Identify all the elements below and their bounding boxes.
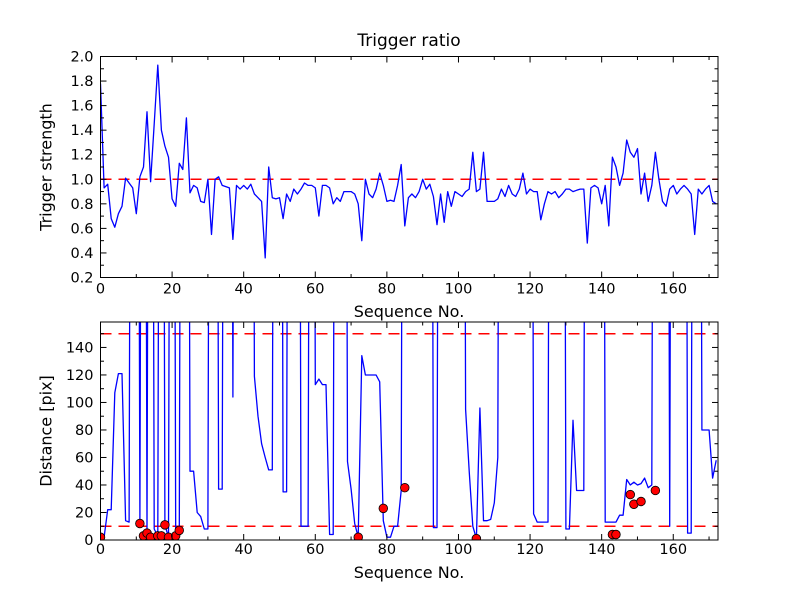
x-tick-label: 0 bbox=[96, 282, 105, 298]
scatter-marker bbox=[353, 532, 363, 540]
data-line bbox=[100, 64, 717, 259]
x-tick-label: 120 bbox=[516, 542, 544, 558]
y-tick-label: 0 bbox=[84, 533, 93, 549]
x-tick-label: 100 bbox=[445, 282, 473, 298]
x-tick-label: 80 bbox=[378, 282, 396, 298]
y-tick-label: 1.0 bbox=[70, 172, 93, 188]
x-tick-label: 160 bbox=[659, 282, 687, 298]
scatter-marker bbox=[135, 518, 145, 529]
y-tick-label: 0.4 bbox=[70, 246, 93, 262]
x-tick-label: 140 bbox=[588, 282, 616, 298]
chart-title: Trigger ratio bbox=[357, 31, 461, 51]
x-tick-label: 20 bbox=[163, 282, 181, 298]
scatter-marker bbox=[174, 525, 184, 536]
y-tick-label: 80 bbox=[75, 423, 93, 439]
y-tick-label: 1.8 bbox=[70, 74, 93, 90]
scatter-marker bbox=[400, 483, 410, 493]
x-tick-label: 160 bbox=[659, 542, 687, 558]
x-tick-label: 40 bbox=[234, 542, 252, 558]
data-line bbox=[100, 322, 717, 540]
scatter-marker bbox=[160, 520, 170, 530]
x-tick-label: 40 bbox=[234, 282, 252, 298]
top-x-axis-label: Sequence No. bbox=[353, 302, 465, 321]
bottom-x-axis-label: Sequence No. bbox=[353, 563, 465, 582]
y-tick-label: 20 bbox=[75, 505, 93, 521]
y-tick-label: 1.4 bbox=[70, 123, 93, 139]
y-tick-label: 60 bbox=[75, 450, 93, 466]
scatter-marker bbox=[636, 496, 646, 507]
scatter-marker bbox=[378, 503, 388, 514]
y-tick-label: 1.6 bbox=[70, 99, 93, 115]
y-tick-label: 0.8 bbox=[70, 197, 93, 213]
axes-frame bbox=[100, 321, 719, 541]
x-tick-label: 60 bbox=[306, 542, 324, 558]
y-tick-label: 2.0 bbox=[70, 50, 93, 66]
x-tick-label: 140 bbox=[588, 542, 616, 558]
x-tick-label: 120 bbox=[516, 282, 544, 298]
y-tick-label: 1.2 bbox=[70, 148, 93, 164]
x-tick-label: 80 bbox=[378, 542, 396, 558]
y-tick-label: 140 bbox=[66, 340, 94, 356]
y-tick-label: 0.2 bbox=[70, 271, 93, 287]
y-tick-label: 120 bbox=[66, 368, 94, 384]
scatter-marker bbox=[471, 533, 482, 540]
y-tick-label: 0.6 bbox=[70, 221, 93, 237]
x-tick-label: 0 bbox=[96, 542, 105, 558]
bottom-y-axis-label: Distance [pix] bbox=[36, 375, 56, 487]
y-tick-label: 100 bbox=[66, 395, 94, 411]
scatter-marker bbox=[625, 489, 635, 500]
scatter-marker bbox=[650, 485, 661, 496]
x-tick-label: 20 bbox=[163, 542, 181, 558]
x-tick-label: 100 bbox=[445, 542, 473, 558]
axes-frame bbox=[100, 56, 719, 278]
y-tick-label: 40 bbox=[75, 478, 93, 494]
x-tick-label: 60 bbox=[306, 282, 324, 298]
top-y-axis-label: Trigger strength bbox=[36, 103, 56, 231]
scatter-marker bbox=[100, 532, 106, 540]
scatter-marker bbox=[611, 529, 621, 540]
